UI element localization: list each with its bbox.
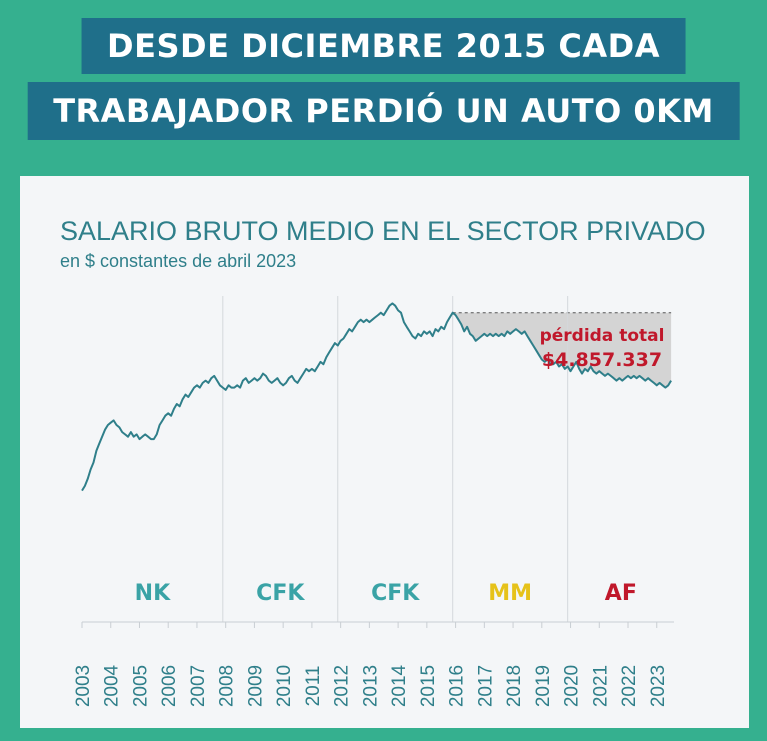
x-tick-label: 2004 bbox=[102, 664, 123, 707]
series-group bbox=[81, 302, 672, 492]
chart-title: SALARIO BRUTO MEDIO EN EL SECTOR PRIVADO bbox=[60, 216, 706, 246]
loss-area bbox=[452, 312, 672, 388]
x-tick-label: 2012 bbox=[332, 665, 353, 707]
period-label: AF bbox=[605, 581, 637, 606]
x-tick-label: 2009 bbox=[245, 665, 266, 707]
x-tick-label: 2013 bbox=[360, 665, 381, 707]
x-tick-label: 2005 bbox=[130, 665, 151, 707]
loss-area-group bbox=[452, 312, 672, 388]
period-label: CFK bbox=[256, 581, 305, 606]
x-tick-label: 2008 bbox=[217, 665, 238, 707]
x-tick-label: 2014 bbox=[389, 664, 410, 707]
x-tick-label: 2016 bbox=[447, 665, 468, 707]
x-tick-label: 2003 bbox=[73, 665, 94, 707]
salary-line-chart: SALARIO BRUTO MEDIO EN EL SECTOR PRIVADO… bbox=[60, 216, 706, 707]
loss-label-line-1: pérdida total bbox=[540, 326, 665, 346]
x-tick-label: 2015 bbox=[418, 665, 439, 707]
x-tick-label: 2020 bbox=[562, 665, 583, 707]
x-tick-label: 2011 bbox=[303, 666, 324, 707]
chart-subtitle: en $ constantes de abril 2023 bbox=[60, 251, 296, 271]
chart-card: SALARIO BRUTO MEDIO EN EL SECTOR PRIVADO… bbox=[20, 176, 749, 728]
x-tick-label: 2019 bbox=[533, 665, 554, 707]
x-tick-label: 2010 bbox=[274, 665, 295, 707]
x-tick-label: 2006 bbox=[159, 665, 180, 707]
period-label: MM bbox=[488, 581, 532, 606]
period-label: CFK bbox=[371, 581, 420, 606]
x-axis: 2003 2004 2005 2006 2007 2008 2009 2010 2011 2012… bbox=[73, 622, 669, 707]
x-tick-label: 2017 bbox=[475, 665, 496, 707]
x-tick-label: 2021 bbox=[590, 665, 611, 707]
x-tick-label: 2023 bbox=[648, 665, 669, 707]
headline-line-1: DESDE DICIEMBRE 2015 CADA bbox=[81, 18, 686, 74]
loss-label-line-2: $4.857.337 bbox=[542, 349, 662, 371]
period-label-group: NK CFK CFK MM AF bbox=[135, 581, 637, 606]
period-label: NK bbox=[135, 581, 171, 606]
x-tick-label: 2007 bbox=[188, 665, 209, 707]
period-divider-group bbox=[82, 296, 674, 623]
headline-line-2: TRABAJADOR PERDIÓ UN AUTO 0KM bbox=[27, 82, 740, 140]
salary-series-line bbox=[81, 302, 672, 492]
x-tick-label: 2022 bbox=[619, 665, 640, 707]
x-tick-label: 2018 bbox=[504, 665, 525, 707]
